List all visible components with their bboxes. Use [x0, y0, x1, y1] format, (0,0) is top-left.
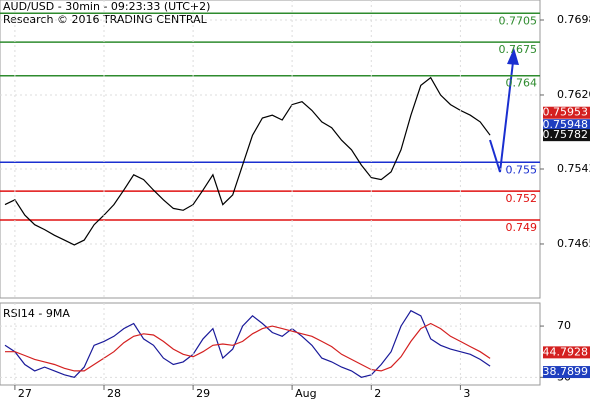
x-tick-label: 2 [374, 387, 381, 400]
price-marker-label: 0.75948 [543, 118, 589, 131]
y-tick-label: 0.7465 [557, 237, 590, 250]
x-tick-label: 29 [196, 387, 210, 400]
y-tick-label: 70 [557, 319, 571, 332]
forecast-arrow [489, 61, 514, 173]
x-tick-label: 3 [463, 387, 470, 400]
level-label: 0.755 [506, 163, 538, 176]
price-frame [0, 0, 541, 299]
x-tick-label: Aug [295, 387, 316, 400]
price-marker-label: 0.75953 [543, 106, 589, 119]
x-tick-label: 28 [107, 387, 121, 400]
rsi-title: RSI14 - 9MA [3, 307, 70, 320]
price-marker-label: 44.7928 [543, 345, 589, 358]
level-label: 0.7675 [499, 43, 538, 56]
rsi-frame [0, 302, 541, 386]
price-marker-label: 38.7899 [543, 365, 589, 378]
forecast-arrowhead [507, 48, 519, 65]
price-marker-label: 0.75782 [543, 128, 589, 141]
level-label: 0.749 [506, 221, 538, 234]
y-tick-label: 0.7543 [557, 162, 590, 175]
price-line [4, 76, 491, 246]
price-marker [543, 346, 590, 359]
y-tick-label: 0.7698 [557, 13, 590, 26]
price-line [4, 309, 491, 378]
level-label: 0.764 [506, 77, 538, 90]
price-marker [543, 119, 590, 132]
x-tick-label: 27 [18, 387, 32, 400]
chart-title: AUD/USD - 30min - 09:23:33 (UTC+2) [3, 0, 210, 13]
price-marker [543, 129, 590, 142]
price-marker [543, 366, 590, 379]
price-line [5, 322, 491, 372]
level-label: 0.7705 [499, 14, 538, 27]
price-marker [543, 106, 590, 119]
level-label: 0.752 [506, 192, 538, 205]
